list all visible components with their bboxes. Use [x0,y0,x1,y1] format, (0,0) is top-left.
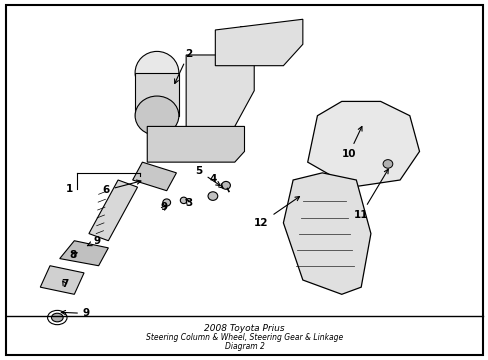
Text: 10: 10 [341,126,361,159]
Bar [264,31,276,37]
Text: Diagram 2: Diagram 2 [224,342,264,351]
Text: 9: 9 [87,236,100,246]
Polygon shape [147,126,244,162]
Ellipse shape [135,96,179,135]
Text: 2: 2 [174,49,192,84]
Bar [239,26,254,33]
Ellipse shape [207,192,217,201]
Text: 1: 1 [66,184,73,194]
Text: 4: 4 [209,174,223,188]
Text: Steering Column & Wheel, Steering Gear & Linkage: Steering Column & Wheel, Steering Gear &… [145,333,343,342]
Polygon shape [132,162,176,191]
Ellipse shape [221,181,230,189]
Text: 12: 12 [254,197,299,228]
Text: 5: 5 [195,166,220,186]
Ellipse shape [382,159,392,168]
Ellipse shape [180,197,187,203]
Polygon shape [135,73,179,116]
Ellipse shape [51,313,63,322]
Text: 9: 9 [161,202,167,212]
Ellipse shape [135,51,179,94]
Text: 8: 8 [70,249,77,260]
Text: 11: 11 [353,169,387,220]
Polygon shape [89,180,137,241]
Polygon shape [215,19,302,66]
Polygon shape [307,102,419,187]
Text: 2008 Toyota Prius: 2008 Toyota Prius [204,324,284,333]
Text: 3: 3 [184,198,192,208]
Polygon shape [40,266,84,294]
Text: 6: 6 [102,180,141,195]
Text: 9: 9 [61,309,90,319]
Polygon shape [283,173,370,294]
Polygon shape [60,241,108,266]
Polygon shape [186,55,254,144]
Text: 7: 7 [61,279,68,289]
FancyBboxPatch shape [6,5,482,355]
Ellipse shape [163,199,170,206]
